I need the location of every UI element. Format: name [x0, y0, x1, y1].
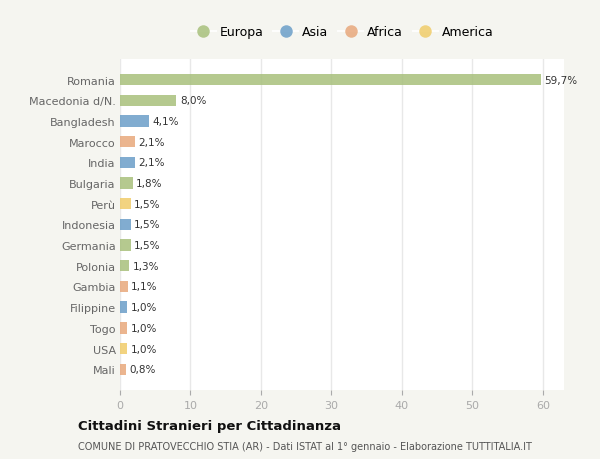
Text: 1,5%: 1,5% — [134, 241, 161, 251]
Text: Cittadini Stranieri per Cittadinanza: Cittadini Stranieri per Cittadinanza — [78, 419, 341, 432]
Text: 0,8%: 0,8% — [129, 364, 155, 375]
Bar — [120, 116, 149, 127]
Text: 1,8%: 1,8% — [136, 179, 163, 189]
Text: 1,1%: 1,1% — [131, 282, 158, 292]
Bar — [120, 137, 135, 148]
Bar — [120, 323, 127, 334]
Text: 1,5%: 1,5% — [134, 199, 161, 209]
Bar — [120, 157, 135, 168]
Text: 1,0%: 1,0% — [131, 302, 157, 313]
Text: 1,5%: 1,5% — [134, 220, 161, 230]
Legend: Europa, Asia, Africa, America: Europa, Asia, Africa, America — [191, 26, 493, 39]
Text: 1,0%: 1,0% — [131, 323, 157, 333]
Text: 1,3%: 1,3% — [133, 261, 159, 271]
Bar — [120, 199, 131, 210]
Bar — [120, 261, 129, 272]
Bar — [120, 178, 133, 189]
Text: 8,0%: 8,0% — [180, 96, 206, 106]
Bar — [120, 219, 131, 230]
Bar — [120, 364, 125, 375]
Text: COMUNE DI PRATOVECCHIO STIA (AR) - Dati ISTAT al 1° gennaio - Elaborazione TUTTI: COMUNE DI PRATOVECCHIO STIA (AR) - Dati … — [78, 441, 532, 451]
Text: 2,1%: 2,1% — [139, 158, 165, 168]
Bar — [120, 343, 127, 354]
Text: 59,7%: 59,7% — [544, 75, 577, 85]
Bar — [120, 240, 131, 251]
Text: 2,1%: 2,1% — [139, 137, 165, 147]
Bar — [120, 281, 128, 292]
Text: 4,1%: 4,1% — [152, 117, 179, 127]
Bar — [120, 302, 127, 313]
Text: 1,0%: 1,0% — [131, 344, 157, 354]
Bar — [120, 95, 176, 106]
Bar — [120, 75, 541, 86]
